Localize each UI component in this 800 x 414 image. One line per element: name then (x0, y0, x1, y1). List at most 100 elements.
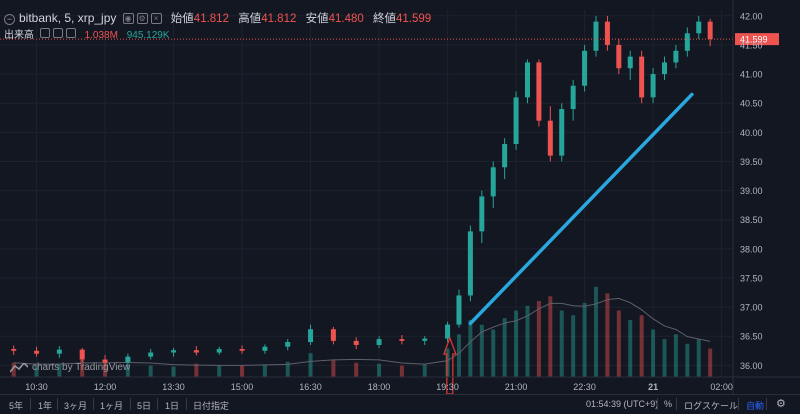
candle-body (376, 339, 382, 345)
volume-bar (308, 353, 313, 377)
volume-bar (616, 310, 621, 377)
candles (11, 15, 713, 367)
volume-bar (456, 334, 461, 377)
y-tick-label: 39.00 (740, 186, 763, 196)
x-tick-label: 10:30 (25, 382, 48, 392)
range-3m[interactable]: 3ヶ月 (64, 401, 88, 411)
candle-body (639, 56, 645, 98)
close-icon[interactable] (65, 28, 76, 38)
volume-bar (548, 296, 553, 377)
candle-body (239, 349, 245, 351)
volume-bar (502, 318, 507, 377)
range-custom[interactable]: 日付指定 (193, 401, 230, 411)
volume-bar (399, 365, 404, 377)
candle-body (285, 342, 291, 347)
eye-icon[interactable]: ◉ (122, 13, 134, 25)
close-icon[interactable]: × (150, 13, 162, 25)
collapse-icon[interactable]: − (4, 14, 15, 25)
symbol-legend: − bitbank, 5, xrp_jpy ◉ ⚙ × 始値41.812 高値41.8… (4, 10, 431, 26)
range-5d[interactable]: 5日 (137, 401, 152, 411)
candle-body (479, 196, 485, 232)
y-tick-label: 36.50 (740, 332, 763, 342)
tradingview-logo-icon (10, 362, 28, 373)
eye-icon[interactable] (39, 28, 50, 38)
symbol-name: bitbank, 5, xrp_jpy (19, 11, 117, 25)
candle-body (171, 350, 177, 353)
range-1m[interactable]: 1ヶ月 (100, 401, 124, 411)
close-label: 終値 (372, 13, 396, 25)
volume-bar (696, 339, 701, 377)
close-value: 41.599 (395, 13, 432, 25)
volume-label: 出来高 (4, 30, 34, 41)
candle-body (308, 329, 314, 343)
volume-value-2: 945.129K (126, 30, 170, 41)
up-arrow (442, 336, 457, 394)
volume-bar (125, 364, 130, 377)
x-tick-label: 19:30 (436, 382, 459, 392)
range-1d[interactable]: 1日 (165, 401, 180, 411)
candle-body (490, 167, 496, 197)
price-axis: 42.00 41.50 41.00 40.50 40.00 39.50 39.00 38.50… (732, 0, 763, 394)
volume-bar (285, 361, 290, 377)
range-1y[interactable]: 1年 (38, 401, 53, 411)
volume-bar (103, 361, 108, 377)
low-value: 41.480 (328, 13, 364, 25)
auto-scale-toggle[interactable]: 自動 (746, 401, 765, 411)
candle-body (148, 352, 154, 357)
bottom-toolbar: 5年 1年 3ヶ月 1ヶ月 5日 1日 日付指定 01:54:39 (UTC+9… (0, 394, 800, 414)
candle-body (216, 349, 222, 353)
annotations: 41.599 (0, 33, 779, 394)
candle-body (79, 349, 85, 360)
y-tick-label: 40.50 (740, 99, 763, 109)
candle-body (604, 21, 610, 45)
volume-bar (148, 365, 153, 377)
candle-body (262, 346, 268, 351)
volume-bar (673, 334, 678, 377)
volume-bar (354, 362, 359, 377)
low-label: 安値 (305, 13, 329, 25)
candle-body (559, 109, 565, 156)
volume-bar (80, 359, 85, 377)
y-tick-label: 37.00 (740, 303, 763, 313)
x-tick-label: 12:00 (94, 382, 117, 392)
volume-bar (628, 320, 633, 377)
volume-value-1: 1.038M (84, 30, 118, 41)
watermark[interactable]: charts by TradingView (10, 362, 130, 373)
y-tick-label: 38.50 (740, 215, 763, 225)
volume-bar (525, 305, 530, 377)
settings-icon[interactable]: ⚙ (136, 13, 148, 25)
price-chart[interactable]: 41.599 42.00 41.50 41.00 40.50 40.00 39.50 39.… (0, 0, 800, 394)
volume-bar (479, 324, 484, 377)
volume-bar (593, 286, 598, 377)
open-label: 始値 (170, 13, 194, 25)
y-tick-label: 41.00 (740, 70, 763, 80)
volume-bar (536, 301, 541, 377)
range-5y[interactable]: 5年 (9, 401, 24, 411)
volume-bar (468, 320, 473, 377)
volume-bar (605, 293, 610, 377)
log-scale-toggle[interactable]: ログスケール (684, 401, 739, 411)
candle-body (593, 21, 599, 51)
candle-body (524, 62, 530, 98)
x-tick-label: 15:00 (231, 382, 254, 392)
candle-body (673, 50, 679, 63)
candle-body (11, 349, 17, 351)
candle-body (570, 85, 576, 110)
candle-body (422, 338, 428, 341)
high-value: 41.812 (261, 13, 297, 25)
volume-bar (491, 329, 496, 377)
gear-icon[interactable]: ⚙ (776, 398, 786, 410)
settings-icon[interactable] (52, 28, 63, 38)
volume-bar (331, 359, 336, 377)
candle-body (696, 21, 702, 34)
volume-legend: 出来高 1.038M 945.129K (4, 26, 170, 41)
volume-bar (514, 310, 519, 377)
last-price-tag-bg (735, 33, 779, 46)
volume-bar (217, 365, 222, 377)
high-label: 高値 (238, 13, 262, 25)
candle-body (445, 324, 451, 339)
x-tick-label: 18:00 (368, 382, 391, 392)
grid-lines (0, 10, 733, 377)
y-tick-label: 37.50 (740, 273, 763, 283)
percent-toggle[interactable]: % (664, 399, 673, 409)
